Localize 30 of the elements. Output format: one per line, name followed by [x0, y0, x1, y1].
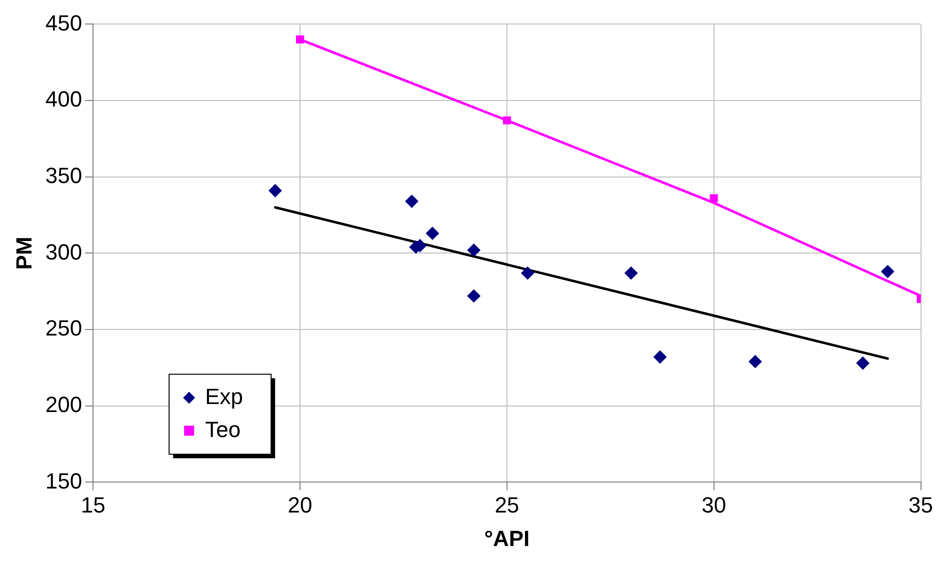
- x-tick-label: 25: [494, 492, 520, 518]
- y-axis-title: PM: [11, 236, 36, 270]
- legend-label: Exp: [205, 384, 244, 409]
- point: [748, 355, 762, 368]
- point: [296, 35, 304, 44]
- point: [881, 265, 894, 278]
- y-tick-label: 350: [45, 162, 82, 188]
- y-tick-label: 200: [45, 392, 82, 417]
- point: [856, 356, 870, 370]
- x-axis-title: °API: [484, 526, 530, 551]
- y-tick-label: 450: [45, 10, 82, 36]
- point: [268, 184, 282, 198]
- point: [467, 244, 480, 257]
- point: [426, 226, 439, 240]
- legend-label: Teo: [205, 416, 241, 442]
- point: [502, 116, 511, 124]
- y-tick-label: 150: [45, 468, 82, 494]
- x-tick-label: 20: [288, 492, 312, 518]
- x-tick-label: 35: [908, 492, 934, 518]
- x-tick-label: 15: [80, 492, 106, 518]
- y-tick-label: 300: [45, 239, 82, 264]
- point: [654, 350, 667, 364]
- point: [405, 194, 418, 208]
- point: [467, 289, 480, 302]
- point: [710, 194, 718, 202]
- point: [624, 266, 638, 280]
- point: [521, 266, 534, 280]
- y-tick-label: 400: [45, 86, 82, 112]
- x-tick-label: 30: [702, 492, 726, 518]
- y-tick-label: 250: [45, 316, 82, 341]
